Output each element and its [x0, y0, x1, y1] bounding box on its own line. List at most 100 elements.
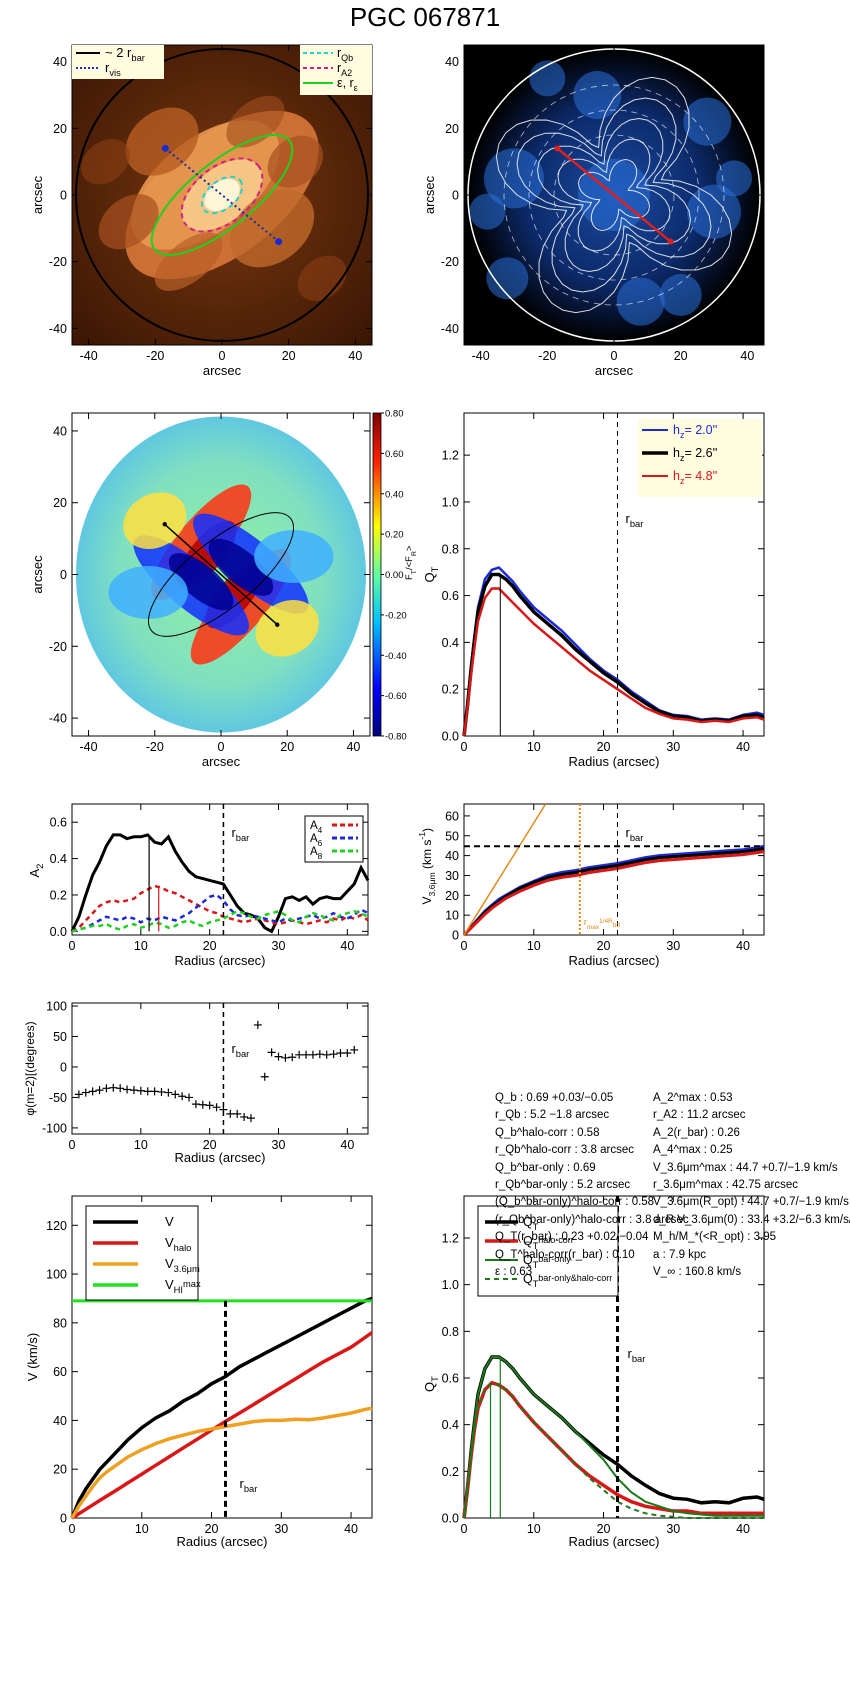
label-part: /<F [404, 556, 415, 570]
amplitude-series [71, 909, 369, 933]
label-part: T [533, 1279, 539, 1289]
blue-patch [573, 71, 622, 119]
legend-label: V [165, 1214, 174, 1229]
rbar-label: rbar [239, 1476, 257, 1494]
label-part: vis [109, 68, 121, 78]
blue-patch [683, 97, 732, 146]
phase-point [233, 1109, 242, 1118]
rbar-label: rbar [231, 825, 249, 843]
y-axis-label: arcsec [422, 175, 437, 214]
x-tick-label: 0 [461, 1522, 468, 1536]
phase-point [88, 1087, 97, 1096]
label-part: 4 [318, 826, 323, 835]
label-part: V [165, 1214, 174, 1229]
phase-point [350, 1045, 359, 1054]
galaxy-blob [125, 107, 199, 176]
x-tick-label: 40 [740, 349, 754, 363]
y-tick-label: 0.4 [442, 1418, 459, 1432]
parameter-line: Q_T(r_bar) : 0.23 +0.02/−0.04 [495, 1231, 649, 1244]
rbar-label: rbar [231, 1041, 249, 1059]
y-tick-label: 50 [53, 1030, 67, 1044]
label-part: Qb [341, 53, 353, 63]
y-tick-label: 0.8 [442, 542, 459, 556]
label-part: = 2.6'' [684, 446, 717, 460]
label-part: 8 [318, 852, 323, 861]
label-part: T [533, 1241, 539, 1251]
x-tick-label: 30 [666, 939, 680, 953]
parameter-line: r_Qb^bar-only : 5.2 arcsec [495, 1178, 631, 1191]
colorbar-tick-label: 0.00 [385, 570, 404, 581]
x-tick-label: 0 [69, 1138, 76, 1152]
y-tick-label: -20 [49, 255, 67, 269]
contour-dashed [528, 109, 700, 281]
amplitude-series [71, 884, 369, 933]
bar-line [556, 147, 672, 243]
y-tick-label: 0 [60, 189, 67, 203]
galaxy-blob [229, 189, 315, 268]
x-tick-label: 20 [597, 939, 611, 953]
amplitude-series [71, 893, 369, 933]
phase-point [322, 1050, 331, 1059]
colorbar-tick-label: -0.20 [385, 610, 407, 621]
x-axis-label: Radius (arcsec) [568, 754, 659, 769]
x-tick-label: 20 [597, 740, 611, 754]
slope-line [463, 803, 547, 936]
parameter-line: r_Qb^halo-corr : 3.8 arcsec [495, 1144, 634, 1157]
label-part: r [625, 511, 630, 526]
label-part: T [430, 1376, 440, 1382]
legend-label: rvis [105, 60, 121, 78]
x-tick-label: 40 [340, 1138, 354, 1152]
parameter-line: d_R V_3.6μm(0) : 33.4 +3.2/−6.3 km/s/kpc [653, 1213, 850, 1226]
label-part: > [404, 545, 415, 551]
plot-frame [71, 1002, 369, 1135]
legend-label: rQb [337, 46, 353, 63]
x-tick-label: 0 [461, 939, 468, 953]
label-part: ) [420, 828, 434, 832]
colorbar [372, 412, 382, 737]
y-tick-label: 40 [53, 424, 67, 438]
parameter-line: r_3.6μm^max : 42.75 arcsec [653, 1178, 798, 1191]
legend-box [638, 419, 762, 497]
x-tick-label: -20 [146, 349, 164, 363]
parameter-line: A_2^max : 0.53 [653, 1092, 733, 1104]
bar-endpoint [275, 238, 283, 246]
phase-point [81, 1088, 90, 1097]
bar-endpoint [162, 522, 167, 527]
parameter-line: ε : 0.63 [495, 1265, 533, 1278]
contour-dashed [503, 84, 725, 306]
label-part: V [420, 896, 434, 904]
phase-point [274, 1052, 283, 1061]
parameter-line: A_4^max : 0.25 [653, 1144, 733, 1157]
parameter-line: r_A2 : 11.2 arcsec [653, 1109, 746, 1122]
phase-point [109, 1083, 118, 1092]
x-tick-label: 10 [527, 939, 541, 953]
x-axis-label: arcsec [202, 754, 241, 769]
label-part: A [310, 833, 318, 845]
y-tick-label: -100 [42, 1121, 67, 1135]
label-part: z [680, 476, 685, 486]
label-part: r [231, 825, 236, 840]
velocity-series [70, 1296, 373, 1519]
bar-ellipse [147, 512, 295, 637]
label-part: halo [174, 1243, 192, 1253]
y-tick-label: -40 [49, 712, 67, 726]
y-tick-label: 0.8 [442, 1325, 459, 1339]
contour-line [557, 138, 671, 252]
image-layer [72, 45, 764, 733]
phase-point [157, 1087, 166, 1096]
label-part: ε [354, 83, 358, 93]
phase-point [308, 1050, 317, 1059]
legend-label: QTbar-only [523, 1253, 571, 1270]
x-tick-label: 20 [674, 349, 688, 363]
y-tick-label: 0 [452, 189, 459, 203]
rbar-label: rbar [625, 825, 643, 843]
galaxy-blob [98, 194, 159, 250]
label-part: r [231, 1041, 236, 1056]
x-axis-label: Radius (arcsec) [174, 953, 265, 968]
colorbar-tick-label: 0.60 [385, 449, 404, 460]
label-part: A [27, 869, 42, 878]
label-part: h [673, 469, 680, 483]
